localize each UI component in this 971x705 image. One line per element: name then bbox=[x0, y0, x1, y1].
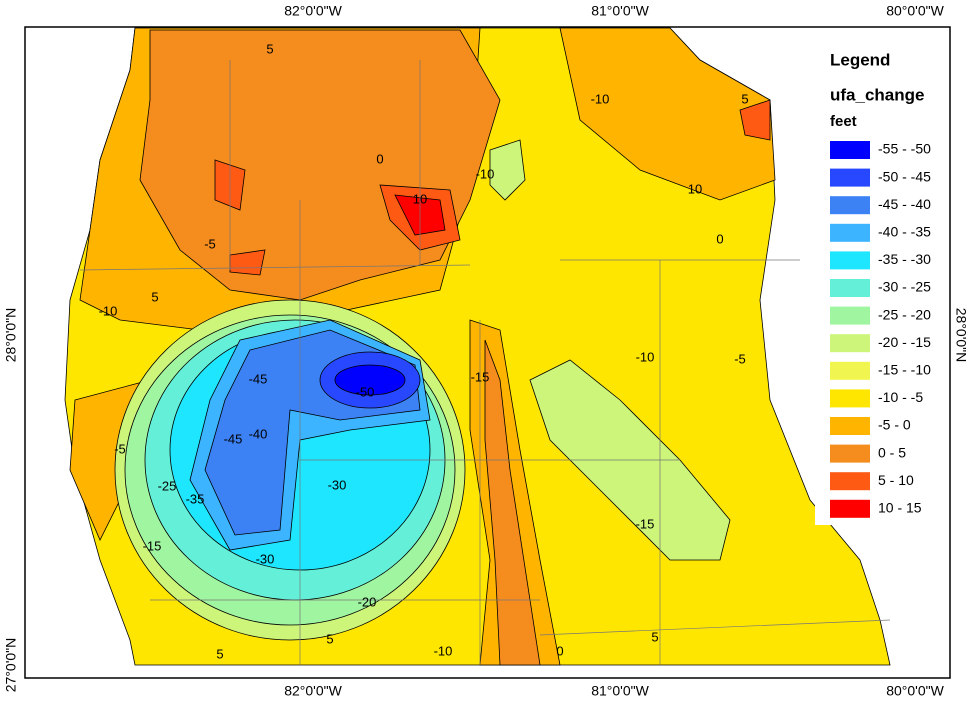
axis-label-right: 28°0'0"N bbox=[953, 308, 969, 363]
legend-label: -40 - -35 bbox=[878, 224, 931, 240]
legend-label: -10 - -5 bbox=[878, 389, 923, 405]
legend-swatch bbox=[830, 196, 870, 215]
legend-swatch bbox=[830, 279, 870, 297]
legend-label: -50 - -45 bbox=[878, 168, 931, 184]
contour-label: 0 bbox=[376, 151, 383, 166]
legend-swatch bbox=[830, 141, 870, 159]
contour-label: -35 bbox=[186, 491, 205, 506]
axis-label-left: 27°0'0"N bbox=[3, 638, 19, 693]
map-frame bbox=[24, 26, 951, 679]
contour-label: -5 bbox=[114, 441, 126, 456]
contour-label: -30 bbox=[328, 477, 347, 492]
contour-label: -45 bbox=[224, 431, 243, 446]
map-body bbox=[64, 27, 891, 666]
contour-label: 0 bbox=[556, 643, 563, 658]
legend-swatch bbox=[830, 306, 870, 325]
legend-label: -30 - -25 bbox=[878, 279, 931, 295]
contour-label: -50 bbox=[356, 384, 375, 399]
contour-label: -10 bbox=[636, 349, 655, 364]
legend-title: Legend bbox=[830, 50, 890, 69]
contour-label: -15 bbox=[471, 369, 490, 384]
county-lines bbox=[79, 60, 891, 665]
legend-swatch bbox=[830, 472, 870, 491]
legend-label: -55 - -50 bbox=[878, 141, 931, 157]
legend-label: -5 - 0 bbox=[878, 417, 911, 433]
contour-label: 10 bbox=[688, 181, 702, 196]
legend-label: 0 - 5 bbox=[878, 444, 906, 460]
legend-swatch bbox=[830, 389, 870, 408]
axis-label-top: 81°0'0"W bbox=[591, 3, 649, 19]
axis-label-bottom: 80°0'0"W bbox=[886, 683, 944, 699]
axis-label-left: 28°0'0"N bbox=[3, 308, 19, 363]
legend-swatch bbox=[830, 417, 870, 435]
contour-label: -10 bbox=[476, 166, 495, 181]
axis-label-top: 82°0'0"W bbox=[284, 3, 342, 19]
contour-label: 10 bbox=[413, 191, 427, 206]
legend-swatch bbox=[830, 499, 870, 518]
legend-swatch bbox=[830, 361, 870, 380]
axis-label-bottom: 82°0'0"W bbox=[284, 683, 342, 699]
legend-label: -20 - -15 bbox=[878, 334, 931, 350]
axis-label-top: 80°0'0"W bbox=[886, 3, 944, 19]
contour-label: -15 bbox=[636, 516, 655, 531]
legend-swatch bbox=[830, 168, 870, 187]
contour-label: -10 bbox=[434, 643, 453, 658]
contour-label: -30 bbox=[256, 551, 275, 566]
contour-label: -10 bbox=[99, 303, 118, 318]
frame bbox=[24, 26, 951, 679]
depression-55 bbox=[334, 364, 406, 396]
contour-label: -10 bbox=[591, 91, 610, 106]
contour-label: 5 bbox=[326, 631, 333, 646]
contour-label: 0 bbox=[716, 231, 723, 246]
legend-units: feet bbox=[830, 113, 857, 130]
legend-label: 5 - 10 bbox=[878, 472, 914, 488]
contour-label: -40 bbox=[249, 426, 268, 441]
region-green-north bbox=[489, 139, 526, 201]
region-south-strip-dark bbox=[484, 339, 541, 666]
axis-label-bottom: 81°0'0"W bbox=[591, 683, 649, 699]
legend-swatch bbox=[830, 334, 870, 353]
contour-label: -15 bbox=[143, 538, 162, 553]
contour-label: -25 bbox=[158, 478, 177, 493]
legend-swatch bbox=[830, 444, 870, 463]
contour-label: 5 bbox=[741, 91, 748, 106]
contour-label: 5 bbox=[266, 41, 273, 56]
contour-label: 5 bbox=[651, 629, 658, 644]
legend-label: -45 - -40 bbox=[878, 196, 931, 212]
contour-label: -20 bbox=[358, 594, 377, 609]
contour-label: 5 bbox=[216, 646, 223, 661]
contour-label: -5 bbox=[734, 351, 746, 366]
legend-layer: ufa_change bbox=[830, 85, 924, 104]
contour-label: 5 bbox=[151, 289, 158, 304]
legend-label: -15 - -10 bbox=[878, 362, 931, 378]
contour-label: -5 bbox=[204, 236, 216, 251]
contour-label: -45 bbox=[249, 371, 268, 386]
legend-swatch bbox=[830, 223, 870, 242]
legend-swatch bbox=[830, 251, 870, 270]
region-northeast bbox=[559, 27, 776, 201]
legend-label: 10 - 15 bbox=[878, 500, 922, 516]
legend-label: -35 - -30 bbox=[878, 251, 931, 267]
legend-label: -25 - -20 bbox=[878, 306, 931, 322]
region-hot-4 bbox=[739, 99, 771, 141]
